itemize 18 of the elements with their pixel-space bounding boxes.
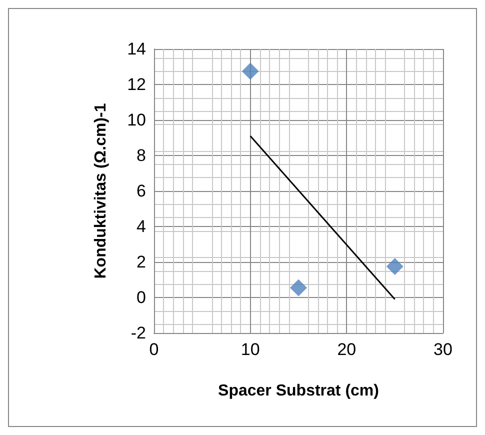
x-tick-label: 30 [434,340,452,359]
x-tick-label: 0 [149,340,159,359]
x-tick-label: 20 [337,340,356,359]
x-axis-title: Spacer Substrat (cm) [218,382,379,400]
y-tick-label: -2 [130,324,146,342]
point [386,258,404,275]
point [290,279,307,296]
y-tick-label: 14 [127,40,146,58]
y-tick-label: 6 [136,182,146,200]
y-tick-label: 10 [127,110,146,130]
y-axis-title: Konduktivitas (Ω.cm)-1 [92,103,110,279]
point [242,62,259,80]
x-tick-label: 10 [240,340,260,359]
y-tick-label: 0 [136,288,146,307]
y-tick-label: 8 [136,146,146,165]
y-tick-label: 12 [127,75,146,94]
y-tick-label: 2 [136,252,146,272]
y-tick-label: 4 [136,217,146,236]
